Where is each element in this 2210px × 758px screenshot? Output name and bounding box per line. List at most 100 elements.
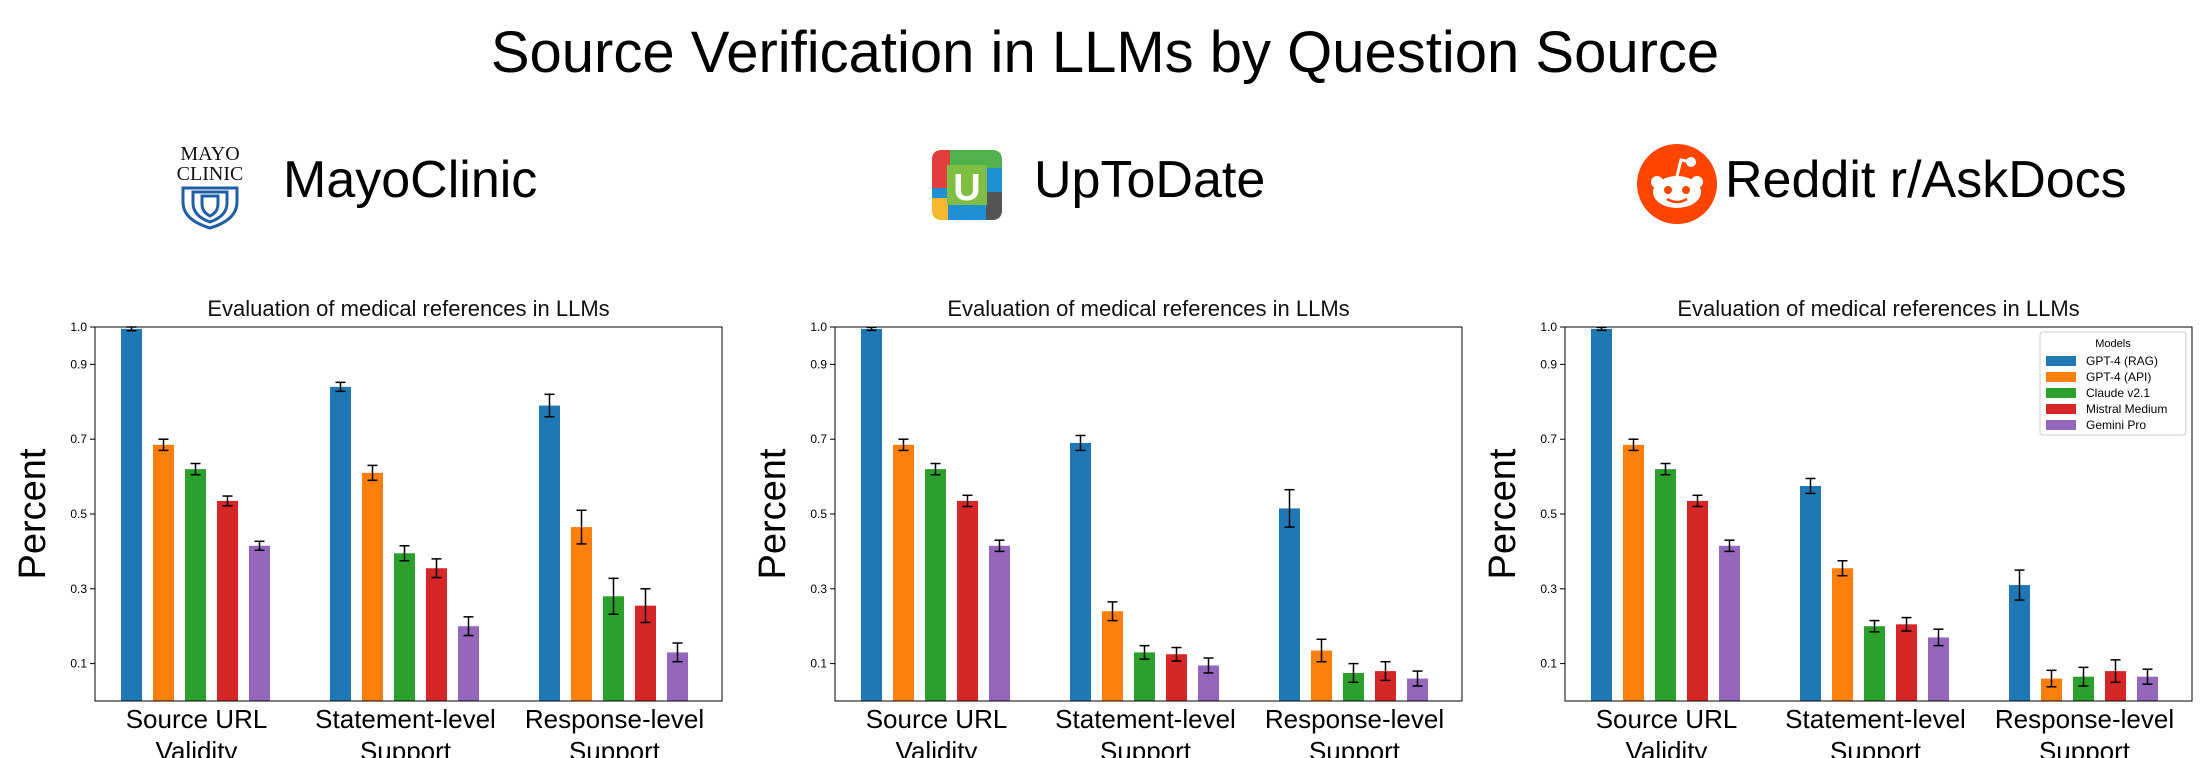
- bar: [2137, 676, 2158, 701]
- bar-chart: Evaluation of medical references in LLMs…: [1482, 296, 2193, 758]
- x-tick-label: Support: [1830, 736, 1922, 758]
- y-tick-label: 0.1: [1540, 657, 1557, 671]
- chart-title: Evaluation of medical references in LLMs: [1677, 296, 2079, 321]
- chart-panel-reddit: Reddit r/AskDocs Evaluation of medical r…: [1470, 130, 2200, 758]
- panel-header: MAYO CLINIC MayoClinic: [0, 130, 730, 240]
- y-tick-label: 1.0: [810, 320, 827, 334]
- bar: [2009, 585, 2030, 701]
- bar: [539, 405, 560, 701]
- bar: [925, 469, 946, 701]
- bar-chart: Evaluation of medical references in LLMs…: [752, 296, 1463, 758]
- y-tick-label: 0.3: [810, 582, 827, 596]
- bar: [1375, 671, 1396, 701]
- y-tick-label: 0.7: [810, 432, 827, 446]
- bar: [185, 469, 206, 701]
- bar: [1343, 672, 1364, 701]
- y-axis-label: Percent: [12, 448, 54, 579]
- bar: [2041, 678, 2062, 701]
- x-tick-label: Support: [569, 736, 661, 758]
- bar: [861, 328, 882, 701]
- bar: [571, 527, 592, 701]
- x-tick-label: Source URL: [126, 704, 268, 734]
- y-tick-label: 0.1: [70, 657, 87, 671]
- bar: [893, 444, 914, 701]
- legend-label: Gemini Pro: [2086, 418, 2146, 432]
- bar: [1591, 328, 1612, 701]
- bar: [667, 652, 688, 701]
- y-tick-label: 0.5: [810, 507, 827, 521]
- bar: [217, 500, 238, 701]
- plot-frame: [834, 326, 1463, 702]
- y-tick-label: 0.9: [70, 357, 87, 371]
- plot-frame: [1564, 326, 2193, 702]
- y-tick-label: 0.5: [1540, 507, 1557, 521]
- bar: [1134, 652, 1155, 701]
- chart-panel-mayoclinic: MAYO CLINIC MayoClinic Evaluation of med…: [0, 130, 730, 758]
- bar: [1279, 508, 1300, 701]
- x-tick-label: Response-level: [1995, 704, 2174, 734]
- uptodate-logo: U: [932, 150, 1002, 220]
- logo-letter: U: [953, 167, 980, 209]
- x-tick-label: Statement-level: [1785, 704, 1966, 734]
- bar: [1166, 654, 1187, 701]
- panel-header: U UpToDate: [740, 130, 1470, 240]
- bar: [1896, 624, 1917, 701]
- legend-swatch: [2046, 420, 2076, 430]
- chart-panel-uptodate: U UpToDate Evaluation of medical referen…: [740, 130, 1470, 758]
- x-tick-label: Support: [1100, 736, 1192, 758]
- chart-title: Evaluation of medical references in LLMs: [207, 296, 609, 321]
- bar: [1928, 637, 1949, 701]
- bar: [957, 500, 978, 701]
- x-tick-label: Support: [2039, 736, 2131, 758]
- bar: [2105, 671, 2126, 701]
- y-axis-label: Percent: [752, 448, 794, 579]
- legend-label: Claude v2.1: [2086, 386, 2150, 400]
- logo-text-line-1: MAYO: [180, 143, 239, 165]
- bar-chart: Evaluation of medical references in LLMs…: [12, 296, 723, 758]
- bar: [330, 386, 351, 701]
- source-name: MayoClinic: [283, 151, 538, 209]
- y-tick-label: 0.7: [1540, 432, 1557, 446]
- y-tick-label: 0.3: [1540, 582, 1557, 596]
- page-title: Source Verification in LLMs by Question …: [490, 20, 1720, 85]
- legend-label: GPT-4 (API): [2086, 370, 2151, 384]
- bar: [1407, 678, 1428, 701]
- x-tick-label: Validity: [896, 736, 978, 758]
- y-tick-label: 1.0: [70, 320, 87, 334]
- bar: [1070, 442, 1091, 701]
- bar: [2073, 676, 2094, 701]
- bar: [1800, 485, 1821, 701]
- bar: [1719, 545, 1740, 701]
- bar: [1687, 500, 1708, 701]
- y-tick-label: 0.3: [70, 582, 87, 596]
- y-axis-label: Percent: [1482, 448, 1524, 579]
- y-tick-label: 0.7: [70, 432, 87, 446]
- y-tick-label: 0.9: [1540, 357, 1557, 371]
- y-tick-label: 0.9: [810, 357, 827, 371]
- bar: [153, 444, 174, 701]
- legend-title: Models: [2095, 338, 2131, 350]
- bar: [1623, 444, 1644, 701]
- bar: [362, 472, 383, 701]
- bar: [603, 596, 624, 701]
- panel-header: Reddit r/AskDocs: [1470, 130, 2200, 240]
- legend-swatch: [2046, 404, 2076, 414]
- y-tick-label: 0.5: [70, 507, 87, 521]
- x-tick-label: Response-level: [525, 704, 704, 734]
- x-tick-label: Validity: [1626, 736, 1708, 758]
- source-name: UpToDate: [1034, 151, 1266, 209]
- bar: [458, 626, 479, 701]
- bar: [1655, 469, 1676, 701]
- x-tick-label: Statement-level: [315, 704, 496, 734]
- bar: [1311, 650, 1332, 701]
- mayo-clinic-logo: MAYO CLINIC: [177, 143, 243, 230]
- legend-swatch: [2046, 372, 2076, 382]
- x-tick-label: Validity: [156, 736, 238, 758]
- bar: [635, 605, 656, 701]
- x-tick-label: Response-level: [1265, 704, 1444, 734]
- bar: [989, 545, 1010, 701]
- bar: [394, 553, 415, 701]
- bar: [1102, 611, 1123, 701]
- x-tick-label: Statement-level: [1055, 704, 1236, 734]
- legend-label: GPT-4 (RAG): [2086, 354, 2158, 368]
